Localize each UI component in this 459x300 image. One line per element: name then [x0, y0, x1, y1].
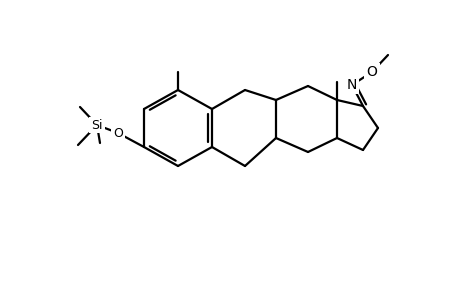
Text: O: O [113, 127, 123, 140]
Text: O: O [366, 65, 377, 79]
Text: Si: Si [91, 118, 102, 131]
Text: N: N [346, 78, 356, 92]
